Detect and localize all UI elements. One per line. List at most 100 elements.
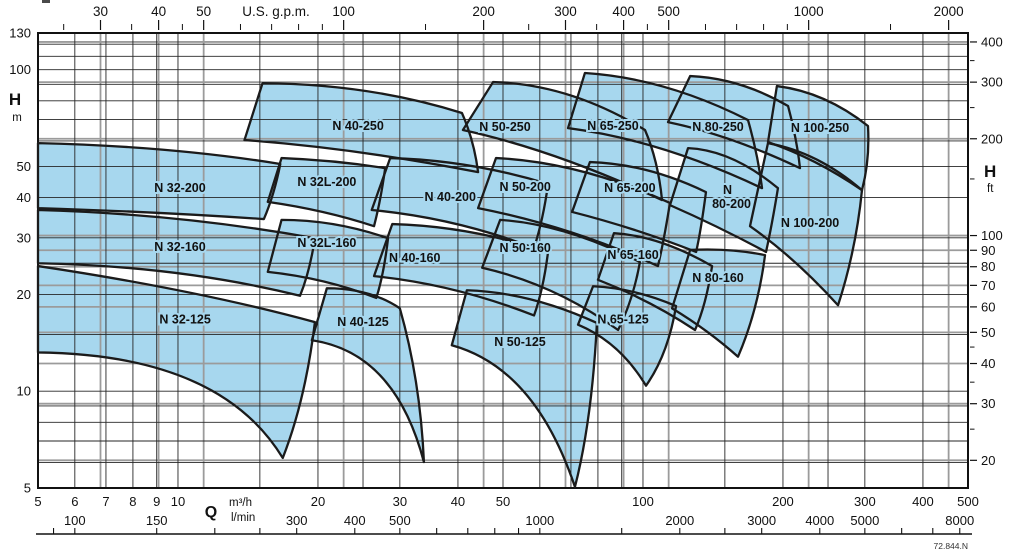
bottom-m3h-label-100: 100: [632, 494, 654, 509]
bottom-lmin-label-3000: 3000: [747, 513, 776, 528]
left-axis-label-5: 5: [24, 481, 31, 496]
region-labels: N 32-125 N 40-125 N 50-125 N 65-125 N 32-160…: [152, 117, 851, 351]
top-tick-label-30: 30: [93, 4, 108, 19]
left-axis-label-100: 100: [9, 62, 31, 77]
region-outline-N-50-250: [461, 80, 664, 202]
left-axis-label-50: 50: [17, 159, 31, 174]
bottom-m3h-label-50: 50: [496, 494, 510, 509]
left-axis-label-20: 20: [17, 287, 31, 302]
region-outline-N-40-125: [310, 287, 426, 464]
region-outline-N-65-250: [566, 71, 764, 190]
region-fill-N-50-125: [451, 290, 597, 487]
bottom-m3h-label-400: 400: [912, 494, 934, 509]
bottom-lmin-label-8000: 8000: [945, 513, 974, 528]
region-fill-N-32L-160: [267, 219, 389, 298]
region-outline-N-50-125: [450, 289, 599, 489]
bottom-lmin-label-300: 300: [286, 513, 308, 528]
bottom-m3h-label-30: 30: [393, 494, 407, 509]
bottom-lmin-label-150: 150: [146, 513, 168, 528]
top-tick-label-100: 100: [332, 4, 355, 19]
top-axis-title: U.S. g.p.m.: [242, 4, 310, 19]
bottom-m3h-label-5: 5: [34, 494, 41, 509]
left-axis-label-40: 40: [17, 190, 31, 205]
region-label-N-100-200: N 100-200: [781, 216, 839, 230]
top-tick-label-1000: 1000: [794, 4, 824, 19]
right-axis-label-300: 300: [981, 75, 1003, 90]
region-label-N-65-200: N 65-200: [604, 181, 655, 195]
top-tick-label-2000: 2000: [934, 4, 964, 19]
right-axis-label-60: 60: [981, 299, 995, 314]
region-outline-N-40-160: [372, 222, 550, 317]
left-axis-symbol: H: [9, 90, 21, 109]
region-label-N-50-200: N 50-200: [499, 180, 550, 194]
region-label-N-40-200: N 40-200: [425, 190, 476, 204]
region-outline-N-32L-200: [266, 156, 387, 228]
region-label-N-80-200: 80-200: [712, 197, 751, 211]
bottom-axis-unit-lmin: l/min: [231, 512, 255, 524]
right-axis-label-30: 30: [981, 396, 995, 411]
region-outline-N-65-200: [570, 160, 708, 254]
region-outline-N-32-125: [36, 264, 317, 460]
top-tick-label-400: 400: [612, 4, 635, 19]
region-outline-N-65-125: [576, 285, 678, 387]
top-tick-label-40: 40: [151, 4, 166, 19]
region-fill-N-32L-200: [267, 158, 386, 227]
region-outline-N-80-200: [668, 146, 780, 254]
right-axis-label-70: 70: [981, 278, 995, 293]
region-label-N-80-200: N: [723, 183, 732, 197]
right-axis-label-20: 20: [981, 453, 995, 468]
bottom-m3h-label-20: 20: [311, 494, 325, 509]
right-axis-label-40: 40: [981, 356, 995, 371]
region-fill-N-32-125: [38, 266, 315, 458]
bottom-lmin-label-2000: 2000: [665, 513, 694, 528]
region-fill-N-100-200: [750, 143, 862, 306]
region-outline-N-80-160: [670, 248, 767, 358]
bottom-m3h-label-200: 200: [772, 494, 794, 509]
bottom-lmin-label-1000: 1000: [525, 513, 554, 528]
bottom-m3h-label-10: 10: [171, 494, 185, 509]
region-label-N-65-125: N 65-125: [597, 313, 648, 327]
region-label-N-32L-160: N 32L-160: [297, 236, 356, 250]
bottom-lmin-label-5000: 5000: [850, 513, 879, 528]
region-fill-N-50-160: [482, 219, 640, 330]
region-outlines: [36, 71, 870, 489]
region-outline-N-100-250: [766, 84, 870, 192]
bottom-m3h-label-40: 40: [451, 494, 465, 509]
region-label-N-32-125: N 32-125: [159, 313, 210, 327]
region-fills: [38, 73, 869, 487]
bottom-m3h-label-6: 6: [71, 494, 78, 509]
region-fill-N-32-160: [38, 210, 315, 296]
right-axis-label-90: 90: [981, 243, 995, 258]
region-label-N-32L-200: N 32L-200: [297, 175, 356, 189]
right-axis-label-200: 200: [981, 131, 1003, 146]
region-outline-N-65-160: [596, 232, 714, 332]
region-label-N-80-160: N 80-160: [692, 271, 743, 285]
region-label-N-40-125: N 40-125: [337, 315, 388, 329]
region-label-N-65-250: N 65-250: [587, 119, 638, 133]
region-label-N-100-250: N 100-250: [791, 121, 849, 135]
gridlines: [38, 33, 968, 488]
region-fill-N-65-200: [572, 162, 706, 252]
left-axis-label-10: 10: [17, 384, 31, 399]
region-outline-N-100-200: [748, 141, 864, 307]
region-outline-N-32L-160: [266, 218, 390, 300]
region-outline-N-50-200: [476, 156, 672, 268]
top-axis: 30 40 50 100 200 300 400 500 1000 2000 U.S. g.p.m.: [63, 4, 964, 30]
region-label-N-40-160: N 40-160: [389, 251, 440, 265]
region-label-N-50-250: N 50-250: [479, 120, 530, 134]
region-fill-N-80-160: [672, 249, 766, 357]
region-outline-N-40-250: [243, 81, 480, 174]
bottom-m3h-label-8: 8: [129, 494, 136, 509]
bottom-axis-m3h: 5 6 7 8 9 10 20 30 40 50 100 200 300 400 500 Qm³/h l/min: [34, 494, 978, 524]
bottom-axis-lmin: 100 150 300 400 500 1000 2000 3000 4000 5000 8000: [36, 513, 974, 535]
bottom-lmin-label-100: 100: [64, 513, 86, 528]
bottom-axis-symbol-q: Q: [205, 504, 217, 521]
region-label-N-32-200: N 32-200: [154, 181, 205, 195]
right-axis-symbol: H: [984, 162, 996, 181]
region-label-N-50-160: N 50-160: [499, 241, 550, 255]
region-label-N-80-250: N 80-250: [692, 120, 743, 134]
bottom-m3h-label-9: 9: [153, 494, 160, 509]
top-tick-label-50: 50: [196, 4, 211, 19]
